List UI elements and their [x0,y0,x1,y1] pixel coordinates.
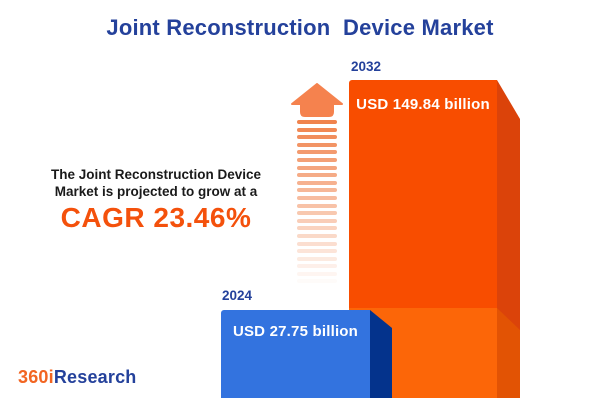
growth-arrow-dash [297,249,337,254]
growth-arrow-dash [297,157,337,162]
growth-arrow-dash [297,165,337,170]
brand-logo: 360iResearch [18,367,137,388]
growth-arrow-dash [297,256,337,261]
page-title: Joint Reconstruction Device Market [106,15,494,40]
growth-arrow-dash [297,120,337,124]
cagr-value: CAGR 23.46% [60,202,252,233]
year-label-2024: 2024 [222,288,253,303]
value-label-2032: USD 149.84 billion [356,96,490,113]
growth-arrow-dashes [297,120,337,287]
annotation-line-2: Market is projected to grow at a [54,184,258,199]
growth-arrow-dash [297,195,337,200]
brand-logo-suffix: Research [53,367,137,387]
growth-arrow-dash [297,203,337,208]
growth-arrow-dash [297,241,337,246]
growth-arrow-dash [297,150,337,155]
growth-arrow-dash [297,188,337,193]
growth-arrow-dash [297,233,337,238]
year-label-2032: 2032 [351,59,382,74]
value-label-2024: USD 27.75 billion [232,323,359,340]
growth-arrow-dash [297,173,337,178]
bar-2024 [221,310,370,398]
bar-2024-3d-side [370,310,392,398]
growth-annotation: The Joint Reconstruction Device Market i… [36,166,276,233]
bar-2032-base-panel-3d-side [497,308,520,398]
growth-arrow-dash [297,142,337,147]
growth-arrow-dash [297,226,337,231]
growth-arrow-dash [297,264,337,269]
growth-arrow-icon [291,83,343,117]
growth-arrow-dash [297,279,337,283]
brand-logo-prefix: 360i [18,367,54,387]
growth-arrow-dash [297,180,337,185]
growth-arrow-dash [297,127,337,132]
growth-arrow-dash [297,211,337,216]
growth-arrow-dash [297,271,337,276]
growth-arrow-dash [297,218,337,223]
growth-arrow-dash [297,135,337,140]
annotation-line-1: The Joint Reconstruction Device [50,167,262,182]
